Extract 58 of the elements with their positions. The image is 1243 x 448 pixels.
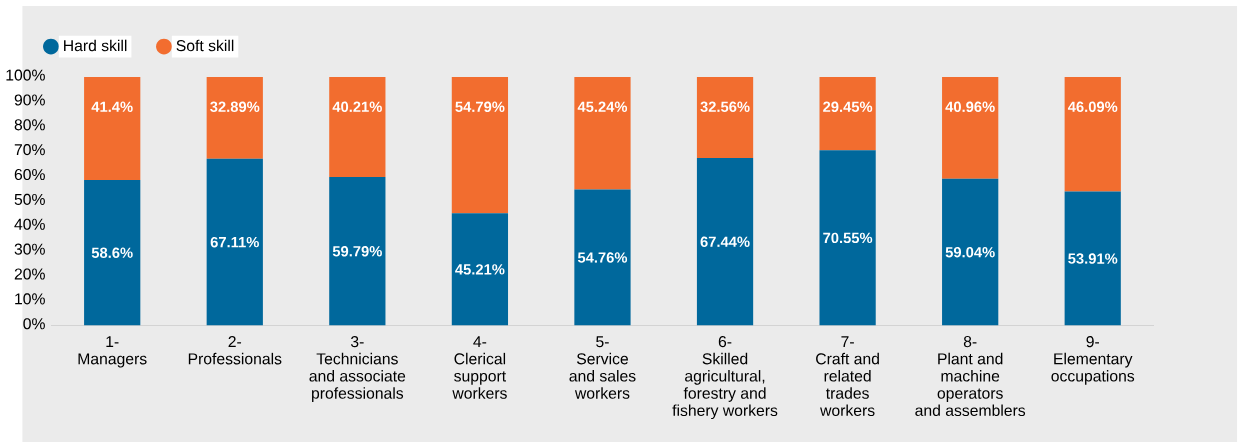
bar	[206, 158, 263, 326]
y-tick-label: 100%	[6, 69, 45, 81]
bar	[206, 76, 263, 159]
bar	[451, 213, 509, 326]
bar	[696, 76, 754, 158]
y-tick-label: 0%	[23, 318, 45, 330]
data-label: 41.4%	[91, 101, 133, 112]
x-tick-label: 6- Skilled agricultural, forestry and fishery workers	[672, 336, 778, 420]
data-label: 45.21%	[455, 264, 505, 275]
bar	[451, 76, 509, 214]
data-label: 40.96%	[945, 101, 995, 113]
data-label: 32.89%	[210, 101, 260, 113]
bar	[819, 150, 876, 326]
bar	[329, 76, 386, 177]
bar	[574, 76, 631, 190]
data-label: 59.04%	[945, 247, 995, 258]
data-label: 40.21%	[332, 101, 382, 113]
y-tick-label: 70%	[14, 144, 45, 156]
data-label: 46.09%	[1067, 101, 1118, 113]
data-label: 54.79%	[455, 101, 505, 113]
x-tick-label: 7- Craft and related trades workers	[816, 336, 879, 417]
x-tick-label: 9- Elementary occupations	[1051, 336, 1135, 385]
bar	[84, 76, 141, 180]
data-label: 29.45%	[823, 101, 873, 113]
data-label: 45.24%	[577, 101, 628, 113]
data-label: 53.91%	[1068, 253, 1118, 264]
y-tick-label: 30%	[14, 243, 45, 255]
legend-label: Soft skill	[176, 39, 234, 52]
bar	[942, 178, 999, 326]
bar	[84, 179, 141, 326]
data-label: 67.11%	[210, 236, 259, 248]
legend-label: Hard skill	[64, 39, 127, 52]
y-tick-label: 90%	[14, 94, 45, 106]
y-tick-label: 20%	[14, 268, 45, 280]
y-tick-label: 50%	[14, 193, 45, 205]
bar	[574, 189, 631, 326]
bar	[819, 76, 876, 151]
y-tick-label: 10%	[15, 293, 45, 305]
data-label: 32.56%	[700, 101, 750, 113]
data-label: 70.55%	[823, 232, 873, 244]
data-label: 67.44%	[700, 236, 750, 247]
bar	[1064, 76, 1121, 192]
bar	[696, 157, 754, 326]
x-tick-label: 1- Managers	[78, 336, 147, 368]
data-label: 59.79%	[332, 246, 382, 257]
x-tick-label: 3- Technicians and associate professionals	[309, 336, 406, 402]
y-tick-label: 40%	[14, 218, 45, 230]
data-label: 54.76%	[577, 252, 628, 263]
bar	[329, 176, 386, 326]
bar	[1064, 191, 1121, 326]
bar	[942, 76, 999, 179]
x-tick-label: 5- Service and sales workers	[569, 336, 636, 399]
x-tick-label: 8- Plant and machine operators and assemblers	[915, 336, 1026, 417]
x-tick-label: 2- Professionals	[188, 336, 282, 365]
data-label: 58.6%	[91, 247, 133, 258]
x-tick-label: 4- Clerical support workers	[452, 336, 507, 399]
y-tick-label: 80%	[14, 119, 45, 131]
y-tick-label: 60%	[14, 168, 45, 181]
